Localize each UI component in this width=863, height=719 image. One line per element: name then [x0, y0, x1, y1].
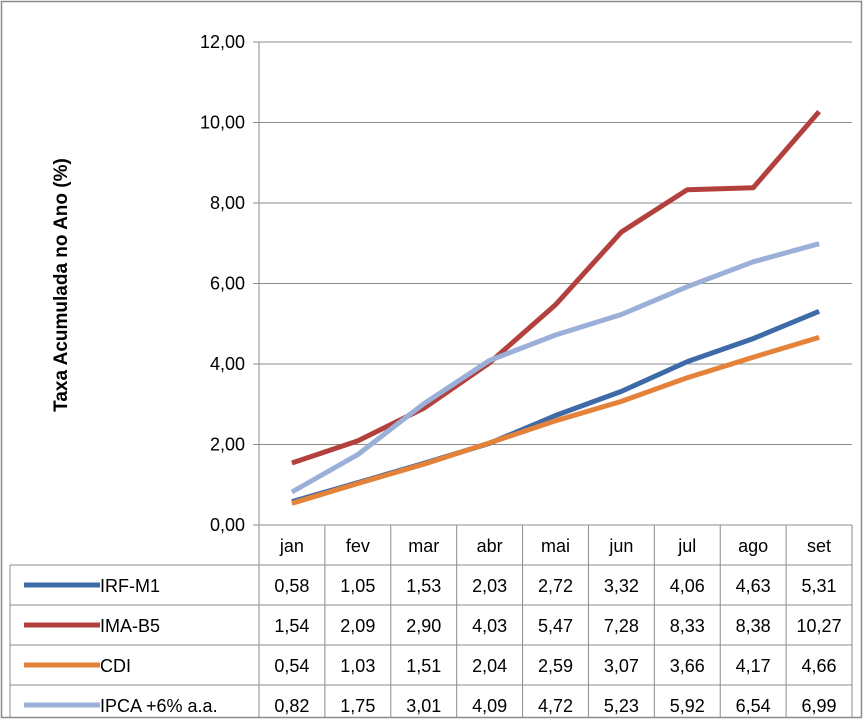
data-cell: 2,04 — [472, 656, 507, 676]
data-cell: 4,66 — [802, 656, 837, 676]
category-label: jan — [279, 536, 304, 556]
category-label: mar — [408, 536, 439, 556]
category-label: set — [807, 536, 831, 556]
series-line — [291, 335, 820, 506]
data-cell: 7,28 — [604, 616, 639, 636]
data-cell: 3,01 — [406, 696, 441, 716]
series-name: IRF-M1 — [100, 576, 160, 596]
data-cell: 1,53 — [406, 576, 441, 596]
y-tick-label: 10,00 — [200, 113, 245, 133]
data-cell: 8,38 — [736, 616, 771, 636]
series-lines — [290, 109, 821, 506]
data-cell: 2,03 — [472, 576, 507, 596]
data-cell: 1,05 — [340, 576, 375, 596]
data-cell: 2,09 — [340, 616, 375, 636]
data-cell: 1,75 — [340, 696, 375, 716]
data-cell: 0,58 — [274, 576, 309, 596]
data-cell: 3,07 — [604, 656, 639, 676]
data-cell: 10,27 — [797, 616, 842, 636]
series-name: IPCA +6% a.a. — [100, 696, 218, 716]
data-cell: 5,92 — [670, 696, 705, 716]
data-cell: 1,51 — [406, 656, 441, 676]
y-axis-label: Taxa Acumulada no Ano (%) — [51, 158, 72, 412]
data-cell: 4,06 — [670, 576, 705, 596]
category-label: abr — [477, 536, 503, 556]
data-cell: 5,31 — [802, 576, 837, 596]
data-cell: 1,54 — [274, 616, 309, 636]
data-cell: 2,90 — [406, 616, 441, 636]
data-cell: 4,03 — [472, 616, 507, 636]
data-cell: 4,63 — [736, 576, 771, 596]
y-tick-label: 4,00 — [210, 354, 245, 374]
data-cell: 2,59 — [538, 656, 573, 676]
series-line — [290, 241, 820, 495]
category-label: jul — [677, 536, 696, 556]
data-cell: 4,72 — [538, 696, 573, 716]
data-cell: 0,54 — [274, 656, 309, 676]
data-cell: 2,72 — [538, 576, 573, 596]
y-tick-label: 12,00 — [200, 32, 245, 52]
series-line — [291, 109, 821, 466]
data-table: jan fev mar abr mai jun jul ago set IRF-M1 0,58 1,0… — [9, 524, 853, 718]
data-cell: 6,54 — [736, 696, 771, 716]
data-cell: 5,23 — [604, 696, 639, 716]
data-cell: 0,82 — [274, 696, 309, 716]
category-label: fev — [346, 536, 370, 556]
y-axis-ticks: 0,00 2,00 4,00 6,00 8,00 10,00 12,00 — [200, 32, 245, 535]
data-cell: 1,03 — [340, 656, 375, 676]
category-label: mai — [541, 536, 570, 556]
data-cell: 6,99 — [802, 696, 837, 716]
series-name: IMA-B5 — [100, 616, 160, 636]
data-cell: 4,09 — [472, 696, 507, 716]
y-tick-label: 6,00 — [210, 274, 245, 294]
category-label: ago — [738, 536, 768, 556]
y-tick-label: 8,00 — [210, 193, 245, 213]
category-label: jun — [608, 536, 633, 556]
data-cell: 4,17 — [736, 656, 771, 676]
series-name: CDI — [100, 656, 131, 676]
gridlines — [253, 41, 852, 526]
data-cell: 3,32 — [604, 576, 639, 596]
data-cell: 5,47 — [538, 616, 573, 636]
y-tick-label: 0,00 — [210, 515, 245, 535]
data-cell: 3,66 — [670, 656, 705, 676]
data-cell: 8,33 — [670, 616, 705, 636]
y-tick-label: 2,00 — [210, 435, 245, 455]
